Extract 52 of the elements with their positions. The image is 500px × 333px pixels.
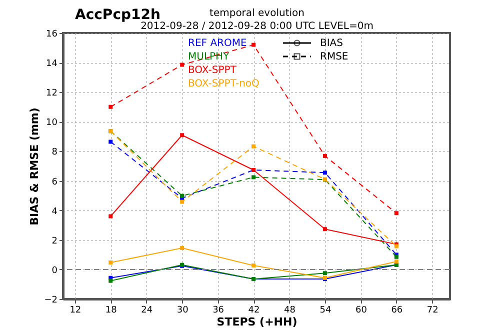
point <box>108 214 113 218</box>
point <box>394 211 398 216</box>
x-tick-label: 12 <box>70 306 82 316</box>
y-tick-label: 8 <box>52 148 58 158</box>
x-tick-label: 24 <box>141 306 153 316</box>
point <box>108 278 113 283</box>
y-tick-label: 12 <box>46 88 58 99</box>
point <box>252 42 256 47</box>
x-tick-label: 54 <box>320 306 332 316</box>
point <box>108 260 113 264</box>
point <box>252 263 256 268</box>
chart-subtitle: temporal evolution <box>210 8 304 19</box>
text: 2012-09-28 / 2012-09-28 0:00 UTC LEVEL=0m <box>140 21 374 32</box>
x-tick-label: 48 <box>284 306 296 316</box>
point <box>180 133 184 138</box>
y-tick-label: 10 <box>46 118 58 128</box>
point <box>322 154 327 158</box>
point <box>180 246 184 250</box>
point <box>322 271 327 276</box>
text: MULPHY <box>188 52 230 62</box>
x-tick-label: 36 <box>212 306 224 316</box>
annotation: BIAS <box>320 38 343 49</box>
x-tick-label: 60 <box>355 306 368 316</box>
point <box>252 175 256 180</box>
point <box>180 194 184 198</box>
text: BOX-SPPT <box>188 65 238 76</box>
point <box>108 140 113 144</box>
y-tick-label: 14 <box>46 59 58 70</box>
text: REF AROME <box>188 38 247 49</box>
point <box>180 200 184 204</box>
x-tick-label: 18 <box>105 306 118 316</box>
point <box>322 227 327 232</box>
text: BOX-SPPT-noQ <box>188 78 260 90</box>
chart-title: AccPcp12h <box>75 7 160 23</box>
x-tick-label: 72 <box>426 306 438 316</box>
x-tick-label: 42 <box>248 306 260 316</box>
point <box>394 259 398 264</box>
x-tick-label: 30 <box>176 306 189 316</box>
x-axis-title: STEPS (+HH) <box>216 316 298 328</box>
point <box>322 170 327 175</box>
point <box>108 104 113 109</box>
point <box>180 62 184 67</box>
y-axis-title: BIAS & RMSE (mm) <box>28 108 42 226</box>
x-tick-label: 66 <box>391 306 403 316</box>
y-tick-label: 16 <box>46 30 58 40</box>
y-tick-label: 4 <box>52 206 58 217</box>
y-tick-label: −2 <box>44 296 58 306</box>
point <box>252 144 256 148</box>
y-tick-label: 0 <box>52 266 58 276</box>
y-tick-label: 2 <box>52 236 58 246</box>
y-tick-label: 6 <box>52 177 58 188</box>
annotation: RMSE <box>320 52 348 62</box>
